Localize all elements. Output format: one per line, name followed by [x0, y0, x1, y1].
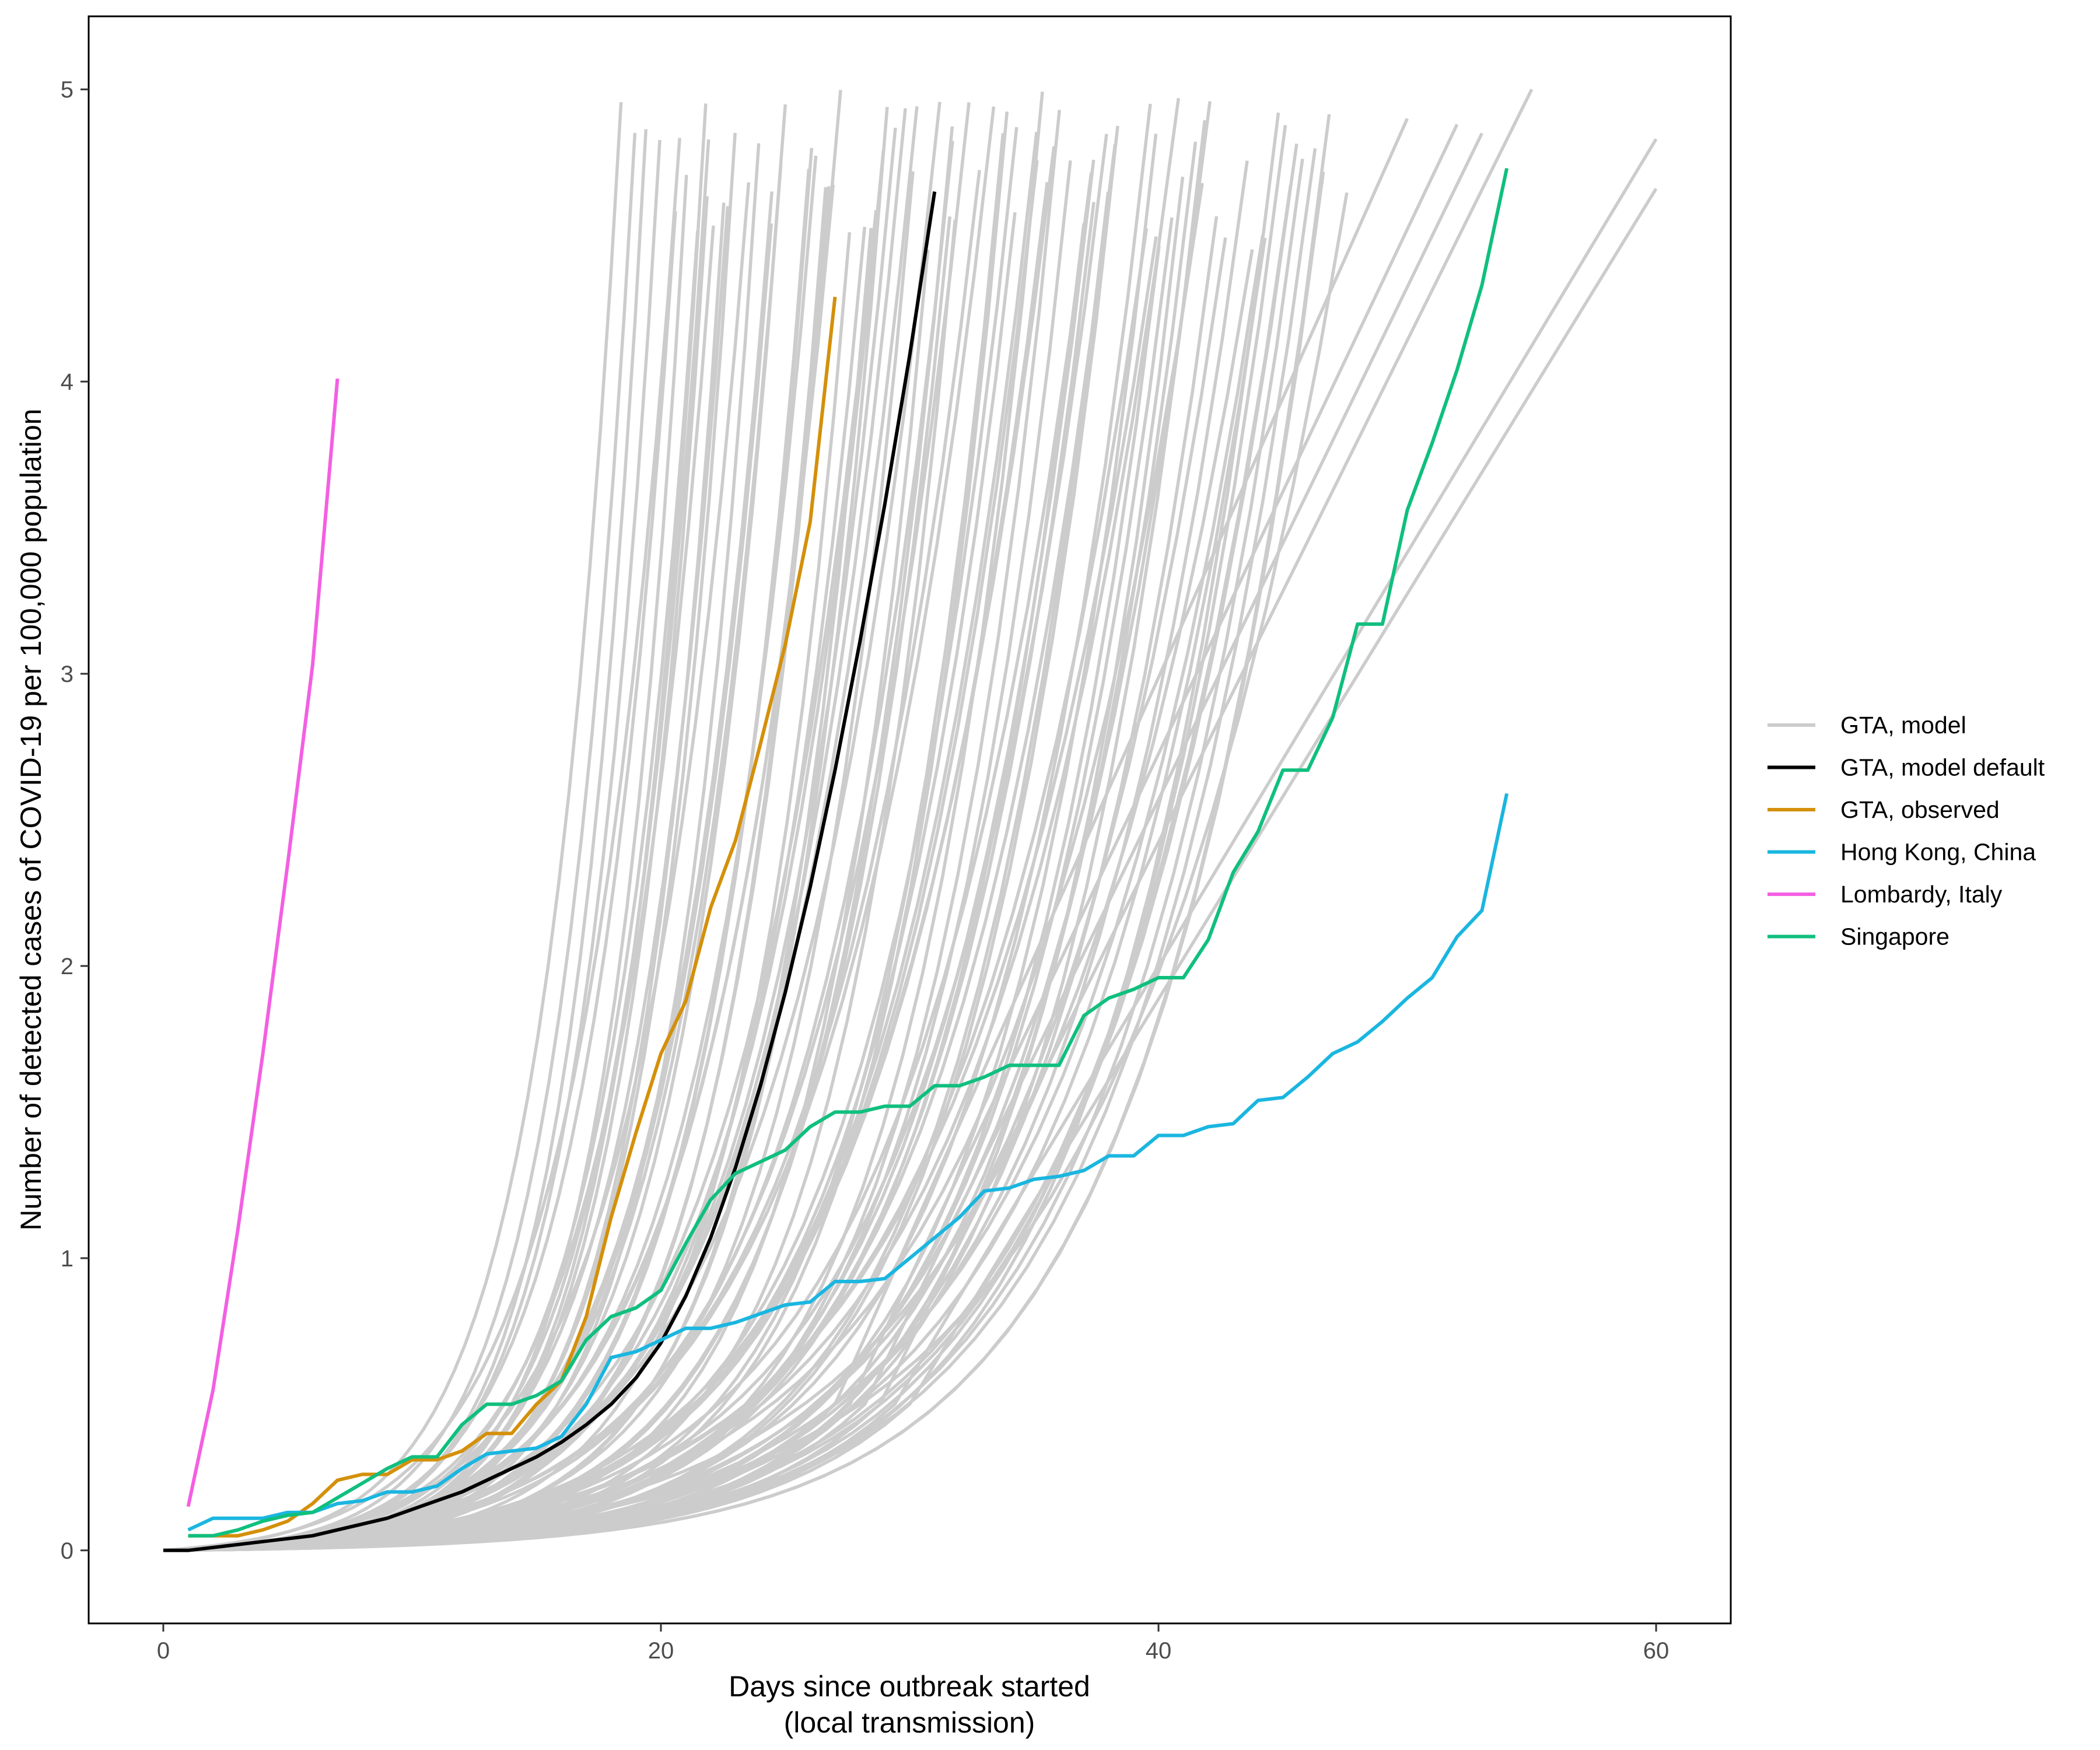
- series-lines: [163, 167, 1509, 1552]
- plot-panel-border: [88, 15, 1732, 1625]
- y-tick-label: 3: [61, 662, 74, 687]
- x-tick-label: 0: [157, 1638, 170, 1664]
- legend-label: GTA, model default: [1840, 754, 2045, 781]
- series-line-lombardy-italy: [186, 378, 340, 1507]
- legend-label: GTA, observed: [1840, 796, 2000, 823]
- legend: GTA, model GTA, model default GTA, observe…: [1768, 712, 2045, 950]
- model-simulation-line: [163, 106, 996, 1552]
- series-line-gta-model-default: [163, 191, 937, 1552]
- x-tick-label: 40: [1146, 1638, 1172, 1664]
- y-tick-label: 1: [61, 1246, 74, 1272]
- y-tick-label: 2: [61, 954, 74, 979]
- legend-label: Singapore: [1840, 923, 1950, 950]
- legend-label: Hong Kong, China: [1840, 839, 2036, 866]
- model-simulation-line: [163, 192, 1349, 1552]
- x-axis: 0 20 40 60: [157, 1623, 1669, 1664]
- x-axis-title-line2: (local transmission): [784, 1706, 1035, 1739]
- model-simulation-line: [163, 188, 1658, 1552]
- x-tick-label: 60: [1643, 1638, 1670, 1664]
- y-axis-title: Number of detected cases of COVID-19 per…: [15, 408, 47, 1230]
- y-axis: 0 1 2 3 4 5: [61, 77, 89, 1564]
- legend-item: GTA, model default: [1768, 754, 2045, 781]
- x-tick-label: 20: [648, 1638, 674, 1664]
- y-tick-label: 5: [61, 77, 74, 103]
- legend-item: Hong Kong, China: [1768, 839, 2036, 866]
- y-tick-label: 4: [61, 369, 74, 395]
- x-axis-title-line1: Days since outbreak started: [729, 1670, 1090, 1703]
- legend-label: GTA, model: [1840, 712, 1966, 738]
- legend-item: Singapore: [1768, 923, 1950, 950]
- series-line-singapore: [188, 167, 1509, 1538]
- legend-item: GTA, model: [1768, 712, 1966, 738]
- legend-item: GTA, observed: [1768, 796, 2000, 823]
- series-line-hong-kong-china: [187, 793, 1509, 1532]
- legend-item: Lombardy, Italy: [1768, 881, 2003, 908]
- y-tick-label: 0: [61, 1538, 74, 1564]
- legend-label: Lombardy, Italy: [1840, 881, 2003, 908]
